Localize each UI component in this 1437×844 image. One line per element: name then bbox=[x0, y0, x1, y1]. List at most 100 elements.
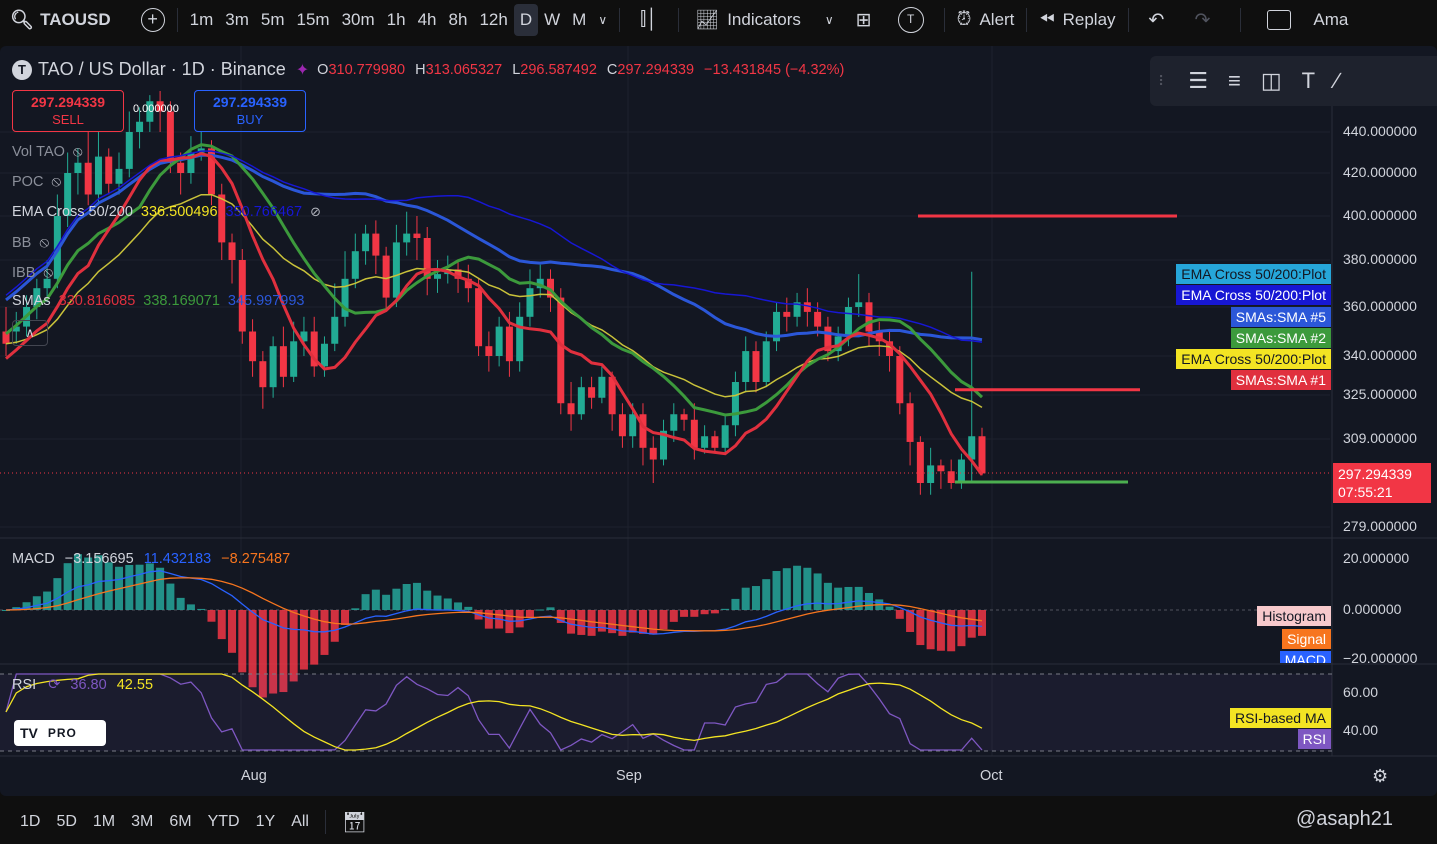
candle-body bbox=[670, 414, 678, 431]
candle-body bbox=[136, 121, 144, 132]
account-menu[interactable]: Ama bbox=[1307, 4, 1354, 36]
candle-body bbox=[146, 101, 154, 122]
macd-histogram-bar bbox=[238, 610, 247, 673]
macd-histogram-bar bbox=[361, 594, 370, 610]
tradingview-logo[interactable]: TV PRO bbox=[14, 720, 106, 746]
alert-button[interactable]: ⏰︎ Alert bbox=[951, 4, 1021, 36]
macd-histogram-bar bbox=[649, 610, 658, 635]
candle-body bbox=[125, 132, 133, 169]
text-icon[interactable]: T bbox=[1301, 68, 1316, 93]
drawing-toolbar: ⠇ ☰ ≡ ◫ T ∕ bbox=[1150, 56, 1437, 106]
chart-settings-button[interactable]: ⚙ bbox=[1372, 766, 1388, 787]
rsi-legend[interactable]: RSI ⟳ 36.80 42.55 bbox=[12, 677, 153, 693]
candle-body bbox=[392, 242, 400, 298]
indicator-row-smas[interactable]: SMAs 330.816085 338.169071 345.997993 bbox=[12, 293, 305, 309]
indicator-row-ibb[interactable]: IBB ⦸ bbox=[12, 264, 53, 281]
horizontal-lines-icon[interactable]: ≡ bbox=[1228, 68, 1241, 93]
macd-series-tag: Histogram bbox=[1257, 606, 1331, 626]
range-all[interactable]: All bbox=[291, 813, 309, 830]
layouts-button[interactable]: ⊞ bbox=[850, 4, 878, 36]
timeframe-M[interactable]: M bbox=[572, 10, 587, 29]
range-5d[interactable]: 5D bbox=[56, 813, 77, 830]
buy-button[interactable]: 297.294339 BUY bbox=[194, 90, 306, 132]
candle-body bbox=[505, 326, 513, 362]
macd-series-tag: MACD bbox=[1279, 651, 1331, 663]
macd-histogram-bar bbox=[885, 606, 894, 610]
timeframe-D[interactable]: D bbox=[513, 4, 539, 36]
range-1d[interactable]: 1D bbox=[20, 813, 41, 830]
divider bbox=[324, 810, 326, 834]
trend-lines-icon[interactable]: ☰ bbox=[1188, 68, 1208, 93]
goto-date-button[interactable]: 📅︎ bbox=[342, 810, 367, 835]
brush-icon[interactable]: ∕ bbox=[1335, 68, 1339, 93]
timeframe-1h[interactable]: 1h bbox=[386, 10, 406, 29]
indicator-row-poc[interactable]: POC ⦸ bbox=[12, 173, 61, 190]
timeframe-3m[interactable]: 3m bbox=[225, 10, 249, 29]
timeframe-15m[interactable]: 15m bbox=[296, 10, 330, 29]
chart-legend: T TAO / US Dollar · 1D · Binance ✦ O310.… bbox=[12, 59, 844, 80]
timeframe-W[interactable]: W bbox=[544, 10, 561, 29]
replay-label: Replay bbox=[1062, 10, 1116, 29]
chart-canvas[interactable] bbox=[0, 46, 1437, 796]
settings-icon[interactable]: ⟳ bbox=[48, 677, 61, 693]
undo-button[interactable]: ↶ bbox=[1143, 4, 1171, 36]
candle-body bbox=[752, 351, 760, 382]
hidden-eye-icon[interactable]: ⦸ bbox=[51, 173, 62, 190]
replay-button[interactable]: ⏪︎ Replay bbox=[1033, 4, 1121, 36]
logo-brand: TV bbox=[20, 725, 38, 741]
timeframe-5m[interactable]: 5m bbox=[260, 10, 285, 29]
macd-histogram-bar bbox=[248, 610, 257, 688]
ema50-value: 336.500496 bbox=[140, 204, 218, 220]
sma2-line bbox=[5, 143, 984, 417]
macd-histogram-bar bbox=[207, 610, 216, 622]
macd-histogram-bar bbox=[454, 602, 463, 610]
timeframe-1m[interactable]: 1m bbox=[189, 10, 214, 29]
fib-icon[interactable]: ◫ bbox=[1260, 68, 1282, 93]
collapse-legend-button[interactable]: ∧ bbox=[12, 320, 48, 346]
range-3m[interactable]: 3M bbox=[131, 813, 154, 830]
chart-style-button[interactable]: ⫿│ bbox=[634, 4, 664, 36]
indicator-row-ema-cross[interactable]: EMA Cross 50/200 336.500496 350.766467 ⊘ bbox=[12, 204, 321, 220]
macd-histogram-bar bbox=[320, 610, 329, 655]
timeframe-8h[interactable]: 8h bbox=[448, 10, 468, 29]
logo-tier: PRO bbox=[47, 726, 77, 740]
range-6m[interactable]: 6M bbox=[169, 813, 192, 830]
macd-histogram-bar bbox=[125, 564, 134, 610]
hidden-eye-icon[interactable]: ⦸ bbox=[72, 143, 83, 160]
range-ytd[interactable]: YTD bbox=[207, 813, 240, 830]
chart-area[interactable]: T TAO / US Dollar · 1D · Binance ✦ O310.… bbox=[0, 46, 1437, 796]
fullscreen-button[interactable] bbox=[1261, 4, 1297, 36]
macd-legend[interactable]: MACD −3.156695 11.432183 −8.275487 bbox=[12, 551, 290, 567]
hidden-eye-icon[interactable]: ⊘ bbox=[310, 204, 322, 219]
price-tick-label: 340.000000 bbox=[1343, 347, 1417, 363]
chart-title[interactable]: TAO / US Dollar · 1D · Binance bbox=[38, 59, 286, 79]
add-symbol-button[interactable]: + bbox=[135, 4, 171, 36]
range-1y[interactable]: 1Y bbox=[255, 813, 276, 830]
candle-body bbox=[433, 274, 441, 279]
indicator-suffix: TAO bbox=[36, 143, 65, 160]
templates-button[interactable]: T bbox=[892, 4, 930, 36]
candle-body bbox=[84, 162, 92, 195]
hidden-eye-icon[interactable]: ⦸ bbox=[43, 264, 54, 281]
symbol-search[interactable]: 🔍︎ TAOUSD bbox=[0, 4, 117, 36]
macd-histogram-bar bbox=[156, 567, 165, 610]
sell-button[interactable]: 297.294339 SELL bbox=[12, 90, 124, 132]
macd-histogram-bar bbox=[258, 610, 267, 698]
timeframe-30m[interactable]: 30m bbox=[341, 10, 375, 29]
redo-button[interactable]: ↷ bbox=[1188, 4, 1216, 36]
candle-body bbox=[310, 331, 318, 367]
candle-body bbox=[783, 311, 791, 317]
hidden-eye-icon[interactable]: ⦸ bbox=[39, 234, 50, 251]
range-1m[interactable]: 1M bbox=[92, 813, 116, 830]
timeframe-12h[interactable]: 12h bbox=[479, 10, 508, 29]
timeframe-4h[interactable]: 4h bbox=[417, 10, 437, 29]
drag-handle-icon[interactable]: ⠇ bbox=[1158, 72, 1169, 89]
timeframe-dropdown[interactable]: ∨ bbox=[592, 4, 613, 36]
calendar-icon: 📅︎ bbox=[341, 811, 368, 834]
indicators-button[interactable]: 📈︎ Indicators bbox=[689, 4, 807, 36]
indicator-row-vol[interactable]: Vol TAO ⦸ bbox=[12, 143, 83, 160]
indicator-row-bb[interactable]: BB ⦸ bbox=[12, 234, 49, 251]
macd-histogram-bar bbox=[844, 586, 853, 610]
indicators-dropdown[interactable]: ∨ bbox=[819, 4, 840, 36]
macd-histogram-bar bbox=[628, 610, 637, 633]
